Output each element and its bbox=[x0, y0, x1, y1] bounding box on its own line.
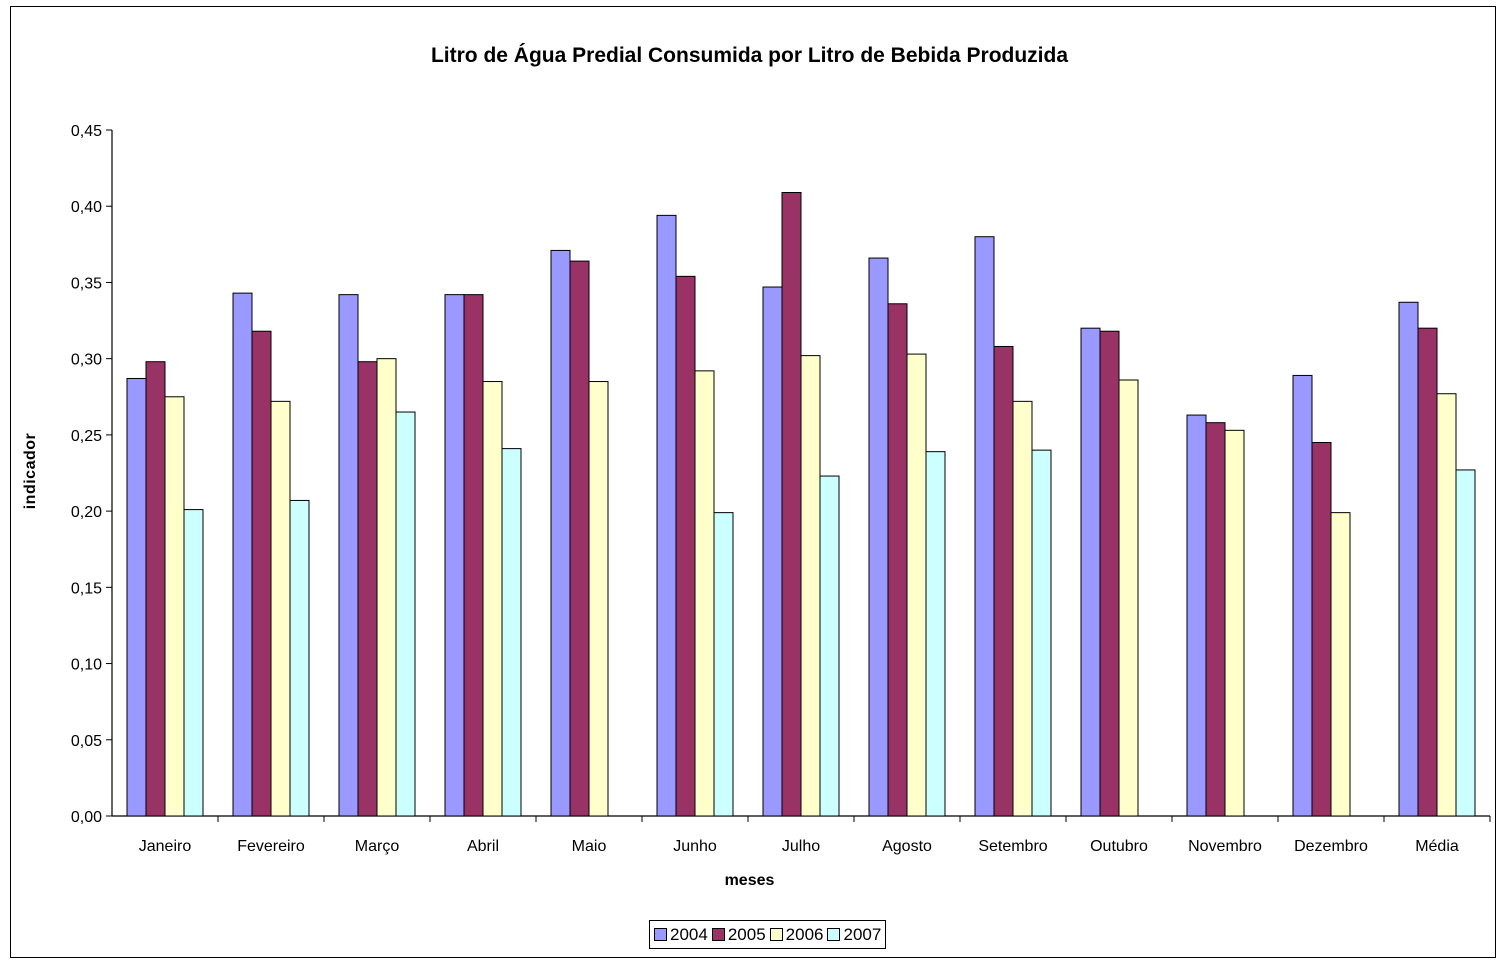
bar-2004-dezembro bbox=[1292, 374, 1313, 817]
bar-2005-janeiro bbox=[145, 361, 166, 817]
x-tick-label: Dezembro bbox=[1294, 838, 1368, 855]
bar-2004-junho bbox=[656, 214, 677, 817]
x-tick-label: Fevereiro bbox=[237, 838, 305, 855]
bar-2005-março bbox=[357, 361, 378, 817]
bar-2007-abril bbox=[501, 448, 522, 817]
legend-item-2004: 2004 bbox=[654, 925, 708, 945]
bar-2004-outubro bbox=[1080, 327, 1101, 817]
x-tick-label: Outubro bbox=[1090, 838, 1148, 855]
bar-2007-junho bbox=[713, 512, 734, 817]
x-tick-label: Agosto bbox=[882, 838, 932, 855]
legend-item-2005: 2005 bbox=[711, 924, 766, 945]
legend-item-2006: 2006 bbox=[769, 924, 824, 945]
bar-2007-julho bbox=[819, 475, 840, 817]
legend-swatch bbox=[769, 928, 783, 941]
bar-2006-janeiro bbox=[164, 396, 185, 817]
bar-2007-média bbox=[1455, 469, 1476, 817]
bar-2006-agosto bbox=[906, 353, 927, 817]
x-tick-label: Setembro bbox=[978, 838, 1047, 855]
bar-2006-junho bbox=[694, 370, 715, 817]
legend-swatch bbox=[711, 928, 725, 941]
y-tick-label: 0,15 bbox=[71, 580, 102, 597]
x-tick-label: Novembro bbox=[1188, 838, 1262, 855]
x-axis-title: meses bbox=[724, 872, 775, 889]
y-tick-label: 0,40 bbox=[71, 199, 102, 216]
legend-swatch bbox=[654, 928, 667, 941]
legend-label: 2006 bbox=[785, 924, 824, 944]
legend-label: 2007 bbox=[843, 924, 882, 944]
y-tick-label: 0,30 bbox=[71, 352, 102, 369]
x-tick-label: Janeiro bbox=[139, 838, 192, 855]
bar-2005-média bbox=[1417, 327, 1438, 817]
legend-item-2007: 2007 bbox=[827, 925, 881, 945]
bar-2004-agosto bbox=[868, 257, 889, 817]
x-tick-label: Julho bbox=[782, 838, 820, 855]
bar-2004-setembro bbox=[974, 236, 995, 817]
legend-label: 2005 bbox=[727, 924, 766, 944]
bar-2005-setembro bbox=[993, 345, 1014, 817]
bar-2006-média bbox=[1436, 393, 1457, 817]
y-tick-label: 0,45 bbox=[71, 123, 102, 140]
bar-2006-abril bbox=[482, 381, 503, 817]
bar-2007-setembro bbox=[1031, 449, 1052, 817]
y-tick-label: 0,10 bbox=[71, 657, 102, 674]
x-tick-label: Março bbox=[355, 838, 400, 855]
bar-2005-agosto bbox=[887, 303, 908, 817]
bar-2005-maio bbox=[569, 260, 590, 817]
chart-title: Litro de Água Predial Consumida por Litr… bbox=[430, 44, 1069, 67]
bar-2007-fevereiro bbox=[289, 499, 310, 817]
y-tick-label: 0,05 bbox=[71, 733, 102, 750]
x-tick-label: Abril bbox=[467, 838, 499, 855]
bar-2004-abril bbox=[444, 294, 465, 817]
bar-2004-média bbox=[1398, 301, 1419, 817]
y-axis-title: indicador bbox=[22, 432, 39, 510]
bar-2004-janeiro bbox=[126, 377, 147, 817]
x-tick-label: Junho bbox=[673, 838, 717, 855]
bar-2007-janeiro bbox=[183, 509, 204, 817]
legend-swatch bbox=[827, 928, 841, 941]
bar-2006-dezembro bbox=[1330, 512, 1351, 817]
bar-2004-fevereiro bbox=[232, 292, 253, 817]
bar-2006-setembro bbox=[1012, 400, 1033, 817]
bar-2006-outubro bbox=[1118, 379, 1139, 817]
y-tick-label: 0,20 bbox=[71, 504, 102, 521]
bar-2004-maio bbox=[550, 249, 571, 817]
bar-2004-novembro bbox=[1186, 414, 1207, 817]
y-tick-label: 0,35 bbox=[71, 275, 102, 292]
bar-2005-julho bbox=[781, 192, 802, 817]
x-tick-label: Maio bbox=[572, 838, 607, 855]
legend-label: 2004 bbox=[670, 924, 708, 944]
bar-2007-agosto bbox=[925, 451, 946, 817]
bar-2005-dezembro bbox=[1311, 442, 1332, 817]
legend: 2004 2005 2006 2007 bbox=[649, 920, 887, 949]
y-tick-label: 0,25 bbox=[71, 428, 102, 445]
bar-2007-março bbox=[395, 411, 416, 817]
bar-2006-julho bbox=[800, 355, 821, 817]
bar-2006-maio bbox=[588, 381, 609, 817]
bar-2004-março bbox=[338, 294, 359, 817]
bar-2004-julho bbox=[762, 286, 783, 817]
x-tick-label: Média bbox=[1415, 838, 1459, 855]
y-tick-label: 0,00 bbox=[71, 809, 102, 826]
bar-2005-abril bbox=[463, 294, 484, 817]
bar-2006-novembro bbox=[1224, 429, 1245, 817]
bar-2005-outubro bbox=[1099, 330, 1120, 817]
bar-2005-junho bbox=[675, 275, 696, 817]
bar-2005-novembro bbox=[1205, 422, 1226, 817]
bar-2005-fevereiro bbox=[251, 330, 272, 817]
bar-2006-março bbox=[376, 358, 397, 817]
bar-2006-fevereiro bbox=[270, 400, 291, 817]
